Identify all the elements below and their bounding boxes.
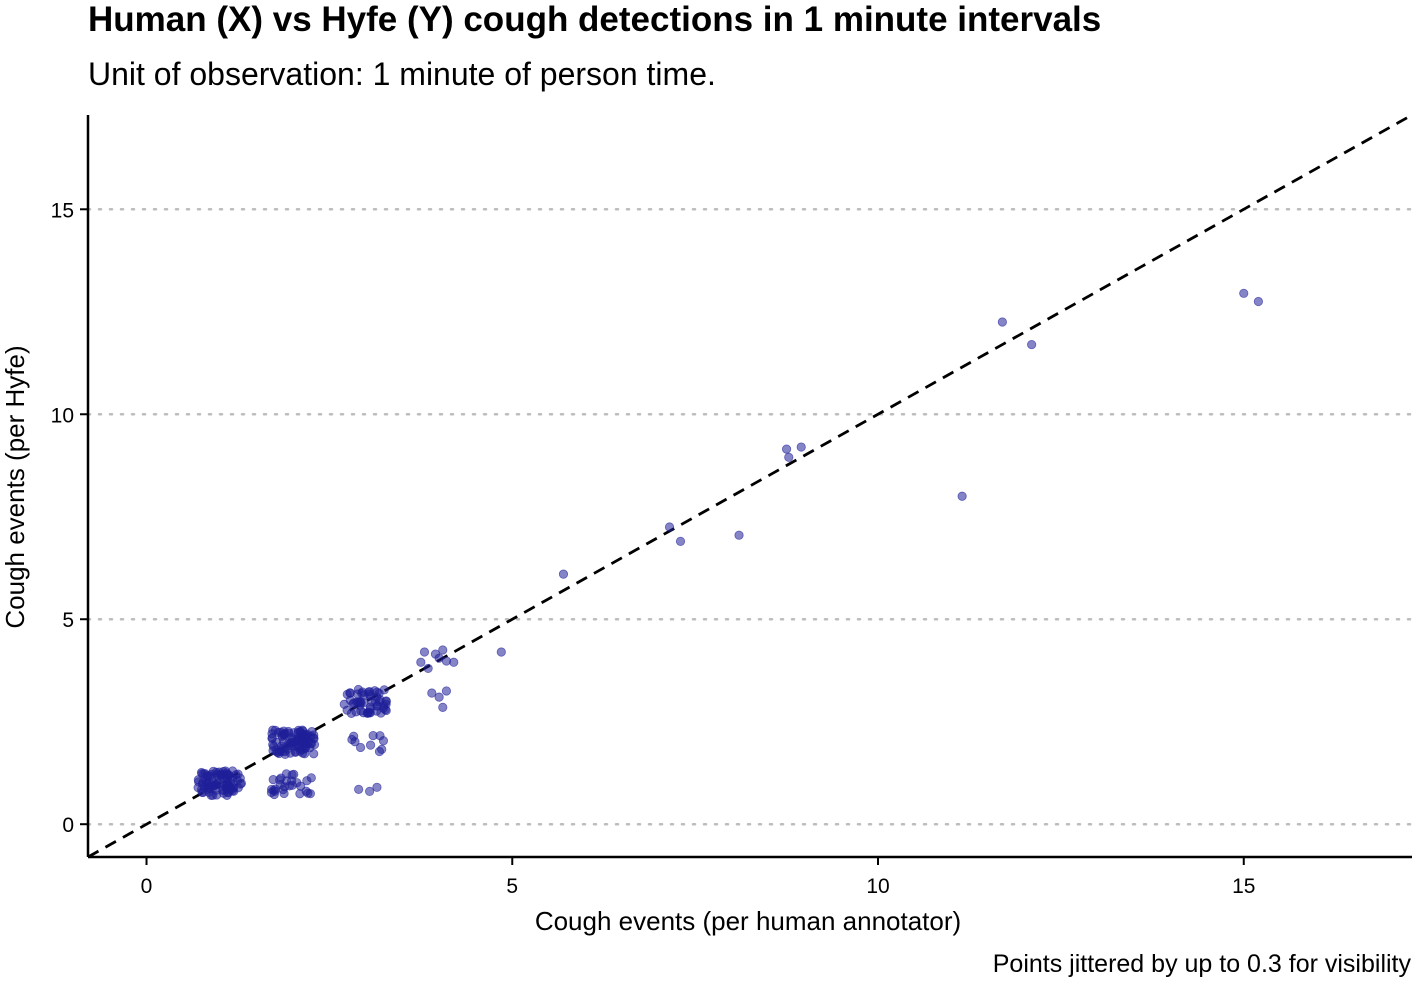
chart-title: Human (X) vs Hyfe (Y) cough detections i… <box>88 0 1102 39</box>
data-point-20 <box>781 444 792 454</box>
tick-labels: 0 5 10 15 0 5 10 15 <box>51 199 1256 898</box>
cluster-3-point <box>359 698 369 708</box>
cluster-4-point <box>365 740 376 750</box>
cluster-0-point <box>226 773 237 783</box>
data-point-18 <box>675 536 686 546</box>
x-tick-label-5: 5 <box>506 875 518 898</box>
cluster-3-point <box>367 696 377 706</box>
data-point-15 <box>496 647 506 657</box>
data-points <box>193 288 1263 800</box>
cluster-1-point <box>282 744 293 754</box>
cluster-2-point <box>306 773 316 783</box>
data-point-17 <box>664 522 675 532</box>
cluster-3-point <box>342 705 352 715</box>
data-point-27 <box>1253 296 1263 307</box>
chart-subtitle: Unit of observation: 1 minute of person … <box>88 56 716 92</box>
y-tick-label-5: 5 <box>62 609 74 632</box>
cluster-4-point <box>368 730 378 741</box>
data-point-1 <box>365 786 375 797</box>
y-tick-label-0: 0 <box>62 814 74 837</box>
data-point-2 <box>372 782 382 792</box>
cluster-3-point <box>379 701 389 711</box>
reference-line-group <box>87 113 1413 859</box>
data-point-5 <box>423 663 433 674</box>
cluster-0-point <box>203 784 213 794</box>
cluster-3-point <box>342 689 352 699</box>
identity-reference-line <box>87 113 1413 859</box>
data-point-13 <box>441 686 452 696</box>
cluster-4-point <box>355 742 366 753</box>
cluster-2-point <box>269 785 279 796</box>
data-point-0 <box>354 784 364 794</box>
cluster-1-point <box>284 728 294 738</box>
cluster-4-point <box>374 746 385 757</box>
cluster-3-point <box>374 688 384 699</box>
cluster-0-point <box>223 782 234 792</box>
data-point-25 <box>1027 339 1037 350</box>
cluster-1-point <box>306 739 317 749</box>
data-point-16 <box>558 569 569 579</box>
cluster-2-point <box>279 788 289 799</box>
gridlines <box>86 208 1414 826</box>
cluster-0-point <box>208 766 218 776</box>
cluster-3-point <box>352 689 363 699</box>
cluster-1-point <box>267 729 277 739</box>
x-axis-title: Cough events (per human annotator) <box>535 906 961 936</box>
data-point-22 <box>796 442 806 452</box>
x-tick-label-15: 15 <box>1232 875 1255 898</box>
data-point-12 <box>434 692 444 702</box>
y-tick-label-10: 10 <box>51 404 74 427</box>
cluster-0-point <box>197 769 207 779</box>
data-point-8 <box>438 645 448 655</box>
data-point-21 <box>784 452 794 462</box>
y-tick-label-15: 15 <box>51 199 74 222</box>
data-point-3 <box>416 657 426 667</box>
data-point-19 <box>734 530 744 540</box>
data-point-11 <box>427 688 437 698</box>
cluster-2-point <box>301 786 311 796</box>
y-axis-title: Cough events (per Hyfe) <box>0 345 30 628</box>
x-tick-label-0: 0 <box>141 875 153 898</box>
axes <box>80 115 1412 865</box>
cluster-1-point <box>309 749 319 759</box>
cluster-1-point <box>300 730 311 741</box>
cluster-0-point <box>218 766 228 777</box>
cluster-4-point <box>378 736 389 746</box>
cluster-3-point <box>363 708 373 718</box>
data-point-26 <box>1239 288 1249 298</box>
cluster-0-point <box>208 790 218 800</box>
cluster-1-point <box>294 743 305 753</box>
data-point-4 <box>419 647 430 657</box>
data-point-23 <box>957 491 967 501</box>
chart-caption: Points jittered by up to 0.3 for visibil… <box>992 950 1411 978</box>
cluster-2-point <box>287 776 297 786</box>
cluster-1-point <box>293 725 304 735</box>
data-point-14 <box>438 702 448 712</box>
cluster-0-point <box>235 773 245 783</box>
data-point-10 <box>449 657 459 667</box>
cluster-4-point <box>347 734 357 745</box>
x-tick-label-10: 10 <box>866 875 889 898</box>
cluster-1-point <box>272 747 283 758</box>
data-point-24 <box>997 317 1007 327</box>
cluster-0-point <box>233 783 243 793</box>
